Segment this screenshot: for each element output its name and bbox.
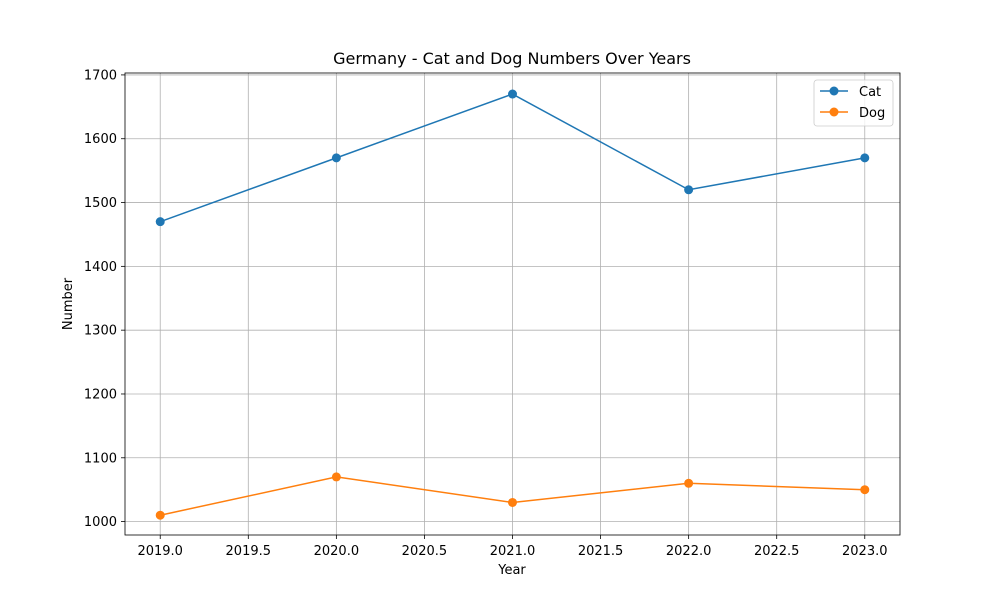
y-tick-label: 1200 bbox=[84, 387, 117, 402]
legend: Cat Dog bbox=[813, 79, 894, 127]
y-tick-label: 1600 bbox=[84, 132, 117, 147]
y-tick-label: 1700 bbox=[84, 68, 117, 83]
y-axis-label: Number bbox=[61, 277, 76, 330]
legend-cat-marker bbox=[829, 86, 839, 96]
dog-data-point bbox=[860, 485, 870, 495]
x-axis-label: Year bbox=[497, 563, 526, 578]
legend-dog-marker bbox=[829, 107, 839, 117]
x-tick-label: 2019.5 bbox=[226, 544, 272, 559]
series-layer bbox=[155, 89, 870, 520]
dog-data-point bbox=[155, 510, 165, 520]
legend-cat-label: Cat bbox=[859, 85, 881, 100]
y-axis: 1000 1100 1200 1300 1400 1500 1600 1700 bbox=[84, 68, 125, 530]
x-axis: 2019.0 2019.5 2020.0 2020.5 2021.0 2021.5 2022… bbox=[137, 535, 888, 559]
y-tick-label: 1400 bbox=[84, 260, 117, 275]
dog-data-point bbox=[508, 497, 517, 507]
x-tick-label: 2020.0 bbox=[314, 544, 360, 559]
y-tick-label: 1100 bbox=[84, 451, 117, 466]
cat-data-point bbox=[860, 153, 870, 163]
cat-data-point bbox=[508, 89, 517, 99]
x-tick-label: 2023.0 bbox=[842, 544, 888, 559]
x-tick-label: 2020.5 bbox=[402, 544, 448, 559]
cat-data-point bbox=[684, 185, 694, 195]
dog-data-point bbox=[684, 478, 694, 488]
x-tick-label: 2021.5 bbox=[578, 544, 624, 559]
legend-dog-label: Dog bbox=[859, 106, 885, 121]
x-tick-label: 2019.0 bbox=[137, 544, 183, 559]
chart-title: Germany - Cat and Dog Numbers Over Years bbox=[333, 49, 691, 68]
y-tick-label: 1000 bbox=[84, 515, 117, 530]
x-tick-label: 2022.5 bbox=[754, 544, 800, 559]
cat-data-point bbox=[331, 153, 341, 163]
dog-data-point bbox=[331, 472, 341, 482]
cat-data-point bbox=[155, 217, 165, 227]
y-tick-label: 1300 bbox=[84, 324, 117, 339]
x-tick-label: 2022.0 bbox=[666, 544, 712, 559]
x-tick-label: 2021.0 bbox=[490, 544, 536, 559]
grid bbox=[125, 73, 900, 535]
y-tick-label: 1500 bbox=[84, 196, 117, 211]
